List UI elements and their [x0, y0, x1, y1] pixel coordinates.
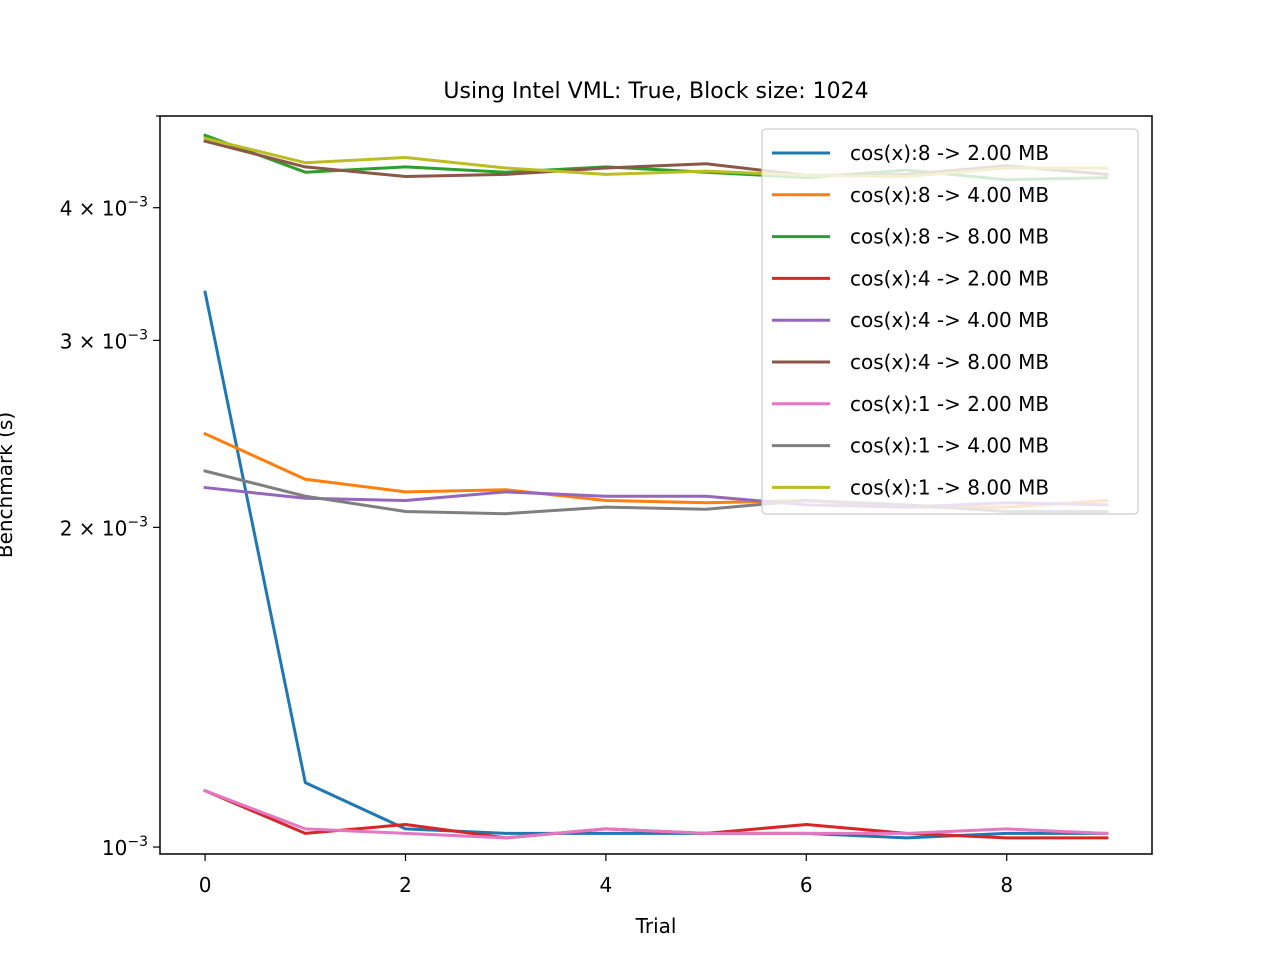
x-tick-label: 8 [1000, 873, 1013, 897]
chart-title: Using Intel VML: True, Block size: 1024 [443, 79, 868, 104]
y-tick-label: 2 × 10−3 [60, 514, 148, 540]
legend-frame [761, 128, 1139, 515]
plot-frame [159, 115, 1153, 855]
x-tick-label: 0 [199, 873, 212, 897]
legend-label: cos(x):1 -> 4.00 MB [850, 434, 1049, 458]
legend-label: cos(x):4 -> 4.00 MB [850, 308, 1049, 332]
y-tick-label: 3 × 10−3 [60, 327, 148, 353]
x-tick-label: 6 [800, 873, 813, 897]
legend-label: cos(x):8 -> 2.00 MB [850, 141, 1049, 165]
series-line-7 [203, 788, 1109, 840]
legend-label: cos(x):4 -> 2.00 MB [850, 266, 1049, 290]
series-layer [203, 133, 1109, 840]
x-axis-label: Trial [635, 914, 677, 938]
legend-label: cos(x):1 -> 2.00 MB [850, 392, 1049, 416]
x-tick-label: 4 [600, 873, 613, 897]
y-axis: 10−3 2 × 10−3 3 × 10−3 4 × 10−3 [60, 115, 160, 860]
x-tick-label: 2 [399, 873, 412, 897]
legend-label: cos(x):1 -> 8.00 MB [850, 475, 1049, 499]
legend-label: cos(x):4 -> 8.00 MB [850, 350, 1049, 374]
y-tick-label: 10−3 [102, 834, 148, 860]
legend-label: cos(x):8 -> 4.00 MB [850, 183, 1049, 207]
x-axis: 0 2 4 6 8 [199, 854, 1013, 897]
legend-label: cos(x):8 -> 8.00 MB [850, 225, 1049, 249]
y-tick-label: 4 × 10−3 [60, 195, 148, 221]
y-axis-label: Benchmark (s) [0, 412, 17, 558]
legend: cos(x):8 -> 2.00 MB cos(x):8 -> 4.00 MB co… [761, 128, 1139, 515]
